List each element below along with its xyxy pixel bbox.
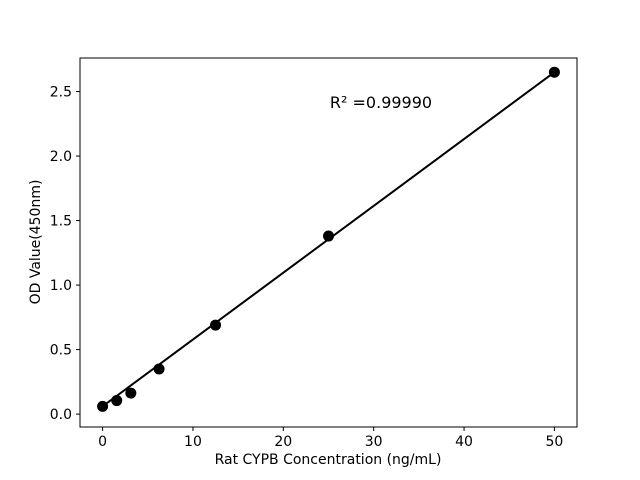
x-tick-label: 0 [98,434,107,450]
data-point [548,66,560,78]
y-tick-label: 0.0 [50,407,72,423]
data-point [97,400,109,412]
x-tick-label: 30 [365,434,383,450]
x-tick-label: 10 [184,434,202,450]
x-tick-label: 20 [274,434,292,450]
x-tick-label: 50 [545,434,563,450]
plot-frame [79,57,578,428]
data-point [153,363,165,375]
data-point [210,319,222,331]
x-axis-label: Rat CYPB Concentration (ng/mL) [215,452,442,468]
y-axis-ticks: 0.0 0.5 1.0 1.5 2.0 2.5 [50,85,80,423]
x-tick-label: 40 [455,434,473,450]
data-point [111,395,123,407]
y-tick-label: 2.5 [50,85,72,101]
data-point [125,387,137,399]
y-tick-label: 2.0 [50,149,72,165]
y-axis-label: OD Value(450nm) [28,180,44,305]
y-tick-label: 1.0 [50,278,72,294]
data-series [97,66,560,412]
data-point [323,230,334,242]
r-squared-annotation: R² =0.99990 [330,93,432,112]
x-axis-ticks: 0 10 20 30 40 50 [98,427,563,450]
y-tick-label: 1.5 [50,214,72,230]
y-tick-label: 0.5 [50,343,72,359]
